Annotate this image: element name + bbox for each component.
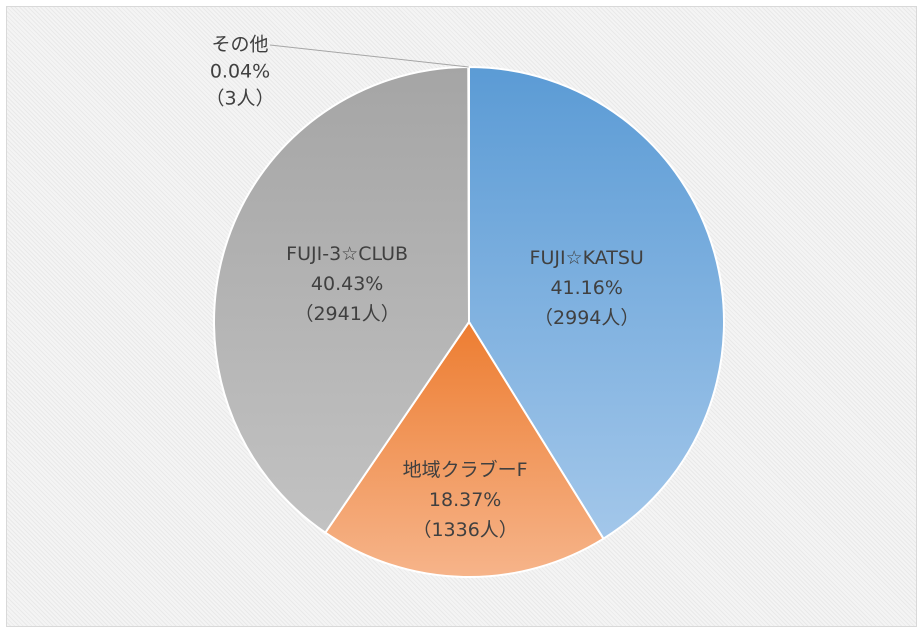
- pie-slice: [467, 65, 470, 323]
- slice-count: （1336人）: [412, 519, 517, 541]
- pie-slice: [468, 65, 725, 541]
- slice-percent: 18.37%: [429, 489, 501, 511]
- slice-percent: 40.43%: [311, 273, 383, 295]
- slice-count: （2994人）: [534, 307, 639, 329]
- pie-slice: [213, 65, 471, 535]
- slice-count: （3人）: [205, 88, 274, 110]
- slice-percent: 41.16%: [550, 277, 622, 299]
- slice-name: 地域クラブーF: [403, 458, 528, 481]
- slice-count: （2941人）: [294, 303, 399, 325]
- leader-line: [269, 44, 469, 68]
- slice-name: FUJI☆KATSU: [530, 247, 644, 269]
- slice-percent: 0.04%: [210, 61, 270, 83]
- slice-name: その他: [211, 34, 268, 56]
- pie-slice: [323, 320, 605, 578]
- slice-name: FUJI-3☆CLUB: [286, 243, 408, 265]
